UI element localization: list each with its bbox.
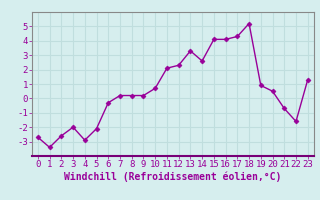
X-axis label: Windchill (Refroidissement éolien,°C): Windchill (Refroidissement éolien,°C) — [64, 172, 282, 182]
